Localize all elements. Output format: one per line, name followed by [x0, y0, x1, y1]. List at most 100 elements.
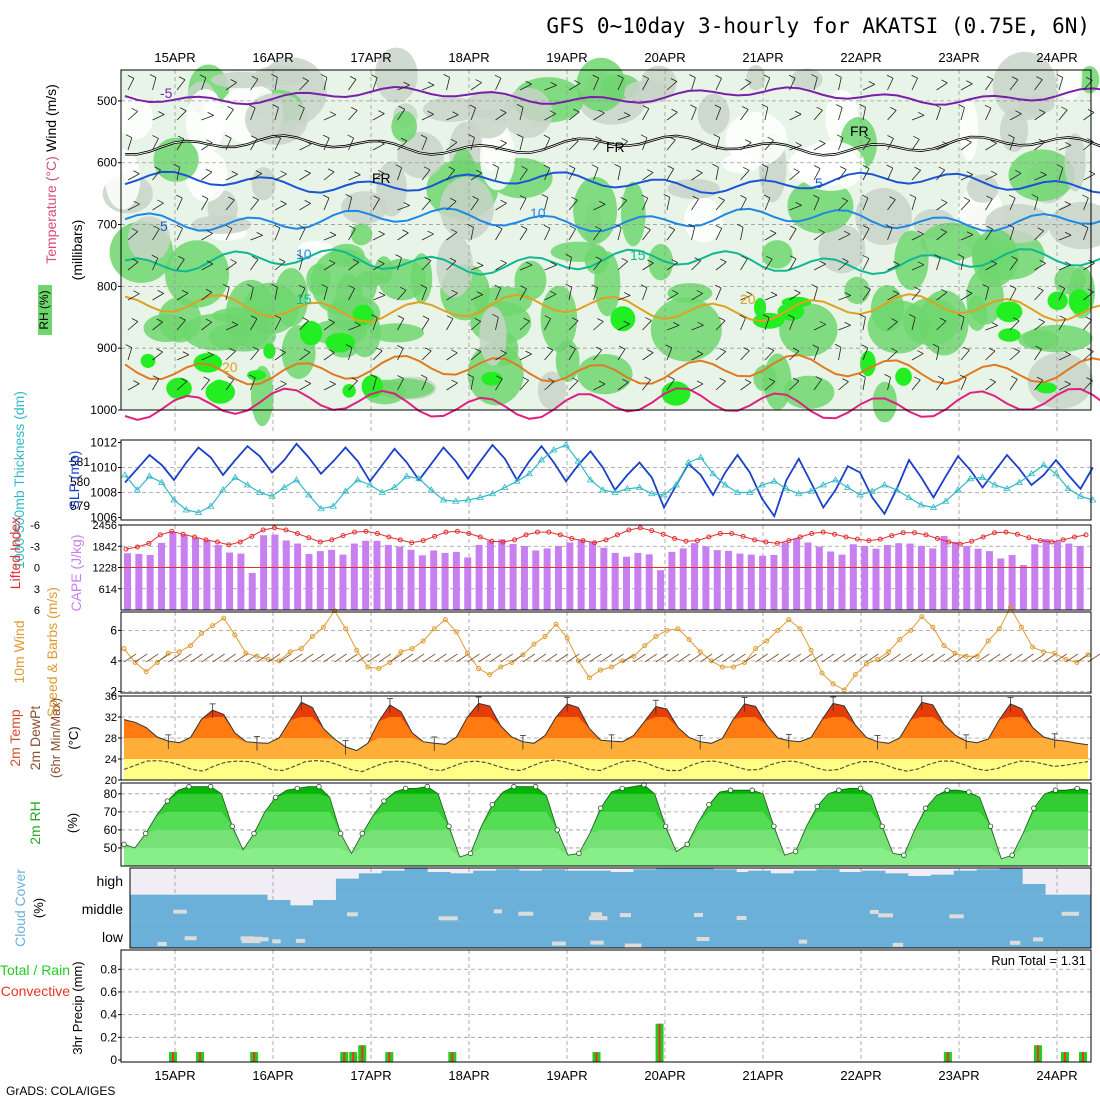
cloud-cover-bar: [747, 921, 760, 948]
pressure-tick-label: 500: [97, 94, 117, 108]
thickness-point: [770, 477, 778, 484]
wind-barb: [201, 291, 213, 301]
cloud-cover-bar: [496, 894, 508, 922]
cape-bar: [520, 545, 528, 610]
cape-bar: [305, 553, 313, 610]
cloud-cover-bar: [587, 870, 600, 895]
wind-barb: [1034, 379, 1044, 391]
wind-barb: [1058, 77, 1064, 91]
wind-barb: [544, 197, 549, 211]
wind-barb-10m: [633, 653, 646, 663]
wind-barb-flag: [125, 344, 133, 348]
wind-barb: [544, 137, 551, 151]
cloud-cover-bar: [1056, 921, 1069, 948]
wind-barb: [740, 294, 753, 301]
wind-barb-flag: [862, 225, 870, 229]
wind-barb-flag: [205, 288, 213, 293]
wind-barb-flag: [271, 283, 278, 288]
wind-tick-label: 4: [110, 654, 117, 668]
wind-barb: [250, 377, 256, 391]
wind-barb-flag: [133, 290, 140, 295]
wind-barb-flag: [1059, 315, 1066, 320]
wind-barb: [715, 380, 726, 391]
wind-barb: [911, 289, 921, 301]
thickness-point: [942, 497, 950, 504]
wind-barb-flag: [469, 104, 476, 109]
wind-barb: [568, 168, 576, 181]
cloud-clear-patch: [157, 941, 167, 946]
cloud-cover-bar: [965, 894, 977, 922]
temp-tick-label: 20: [105, 775, 117, 787]
thickness-point: [660, 491, 668, 498]
wind-barb-flag: [790, 225, 797, 230]
cloud-cover-bar: [370, 894, 382, 922]
cloud-clear-patch: [1061, 911, 1079, 916]
lifted-index-point: [500, 539, 506, 545]
rh2m-point: [359, 830, 365, 837]
thickness-point: [831, 476, 840, 483]
wind-barb: [397, 232, 409, 241]
wind-barb-flag: [271, 73, 278, 78]
wind-barb: [1083, 173, 1096, 181]
wind-barb: [225, 324, 239, 331]
thickness-point: [403, 472, 411, 479]
rh-blob: [867, 300, 930, 354]
wind-barb-flag: [378, 140, 385, 145]
cloud-cover-bar: [942, 874, 955, 895]
rh2m-point: [597, 805, 604, 811]
wind-tick-label: 2: [110, 684, 117, 698]
wind-speed-point: [509, 659, 515, 665]
lifted-index-point: [809, 531, 815, 536]
date-label-top: 15APR: [154, 50, 195, 65]
cloud-cover-bar: [450, 873, 463, 895]
wind-barb: [764, 139, 774, 151]
thickness-line: [124, 444, 1093, 514]
wind-barb: [642, 379, 651, 391]
cape-tick-label: 1842: [93, 541, 117, 553]
wind-barb: [862, 317, 866, 331]
wind-barb-flag: [328, 349, 335, 353]
rh-blob: [479, 124, 516, 191]
rh-blob: [844, 276, 870, 305]
cloud-cover-bar: [793, 870, 806, 895]
cloud-cover-bar: [152, 921, 165, 948]
wind-barb: [348, 137, 355, 151]
wind-barb-flag: [909, 314, 916, 318]
wind-barb-flag: [940, 199, 948, 203]
wind-barb-flag: [373, 195, 380, 200]
lifted-index-point: [214, 539, 220, 545]
cloud-cover-bar: [210, 894, 222, 922]
wind-barb: [225, 287, 230, 301]
wind-speed-point: [786, 617, 792, 623]
wind-barb-flag: [450, 138, 458, 143]
cape-bar: [917, 545, 925, 610]
lifted-index-point: [580, 538, 586, 544]
wind-barb: [127, 261, 139, 271]
precip-total-label: Total / Rain: [0, 962, 70, 978]
wind-barb: [250, 79, 259, 91]
date-label-bottom: 17APR: [350, 1068, 391, 1083]
rh2m-point: [121, 841, 127, 848]
wind-barb: [666, 379, 675, 391]
pressure-tick-label: 700: [97, 218, 117, 232]
wind-barb-flag: [550, 261, 557, 266]
wind-barb: [862, 139, 871, 151]
wind-barb: [152, 351, 163, 361]
wind-barb-10m: [888, 653, 901, 663]
wind-barb-flag: [523, 317, 530, 322]
wind-barb-10m: [1076, 653, 1090, 663]
wind-barb-flag: [1009, 285, 1017, 289]
wind-barb-flag: [1056, 74, 1063, 78]
wind-barb: [838, 169, 847, 181]
wind-barb-flag: [715, 224, 722, 229]
wind-barb-flag: [157, 290, 164, 294]
wind-speed-point: [154, 659, 160, 665]
rh-blob-high: [247, 370, 267, 381]
wind-barb-10m: [766, 653, 779, 663]
wind-speed-point: [121, 646, 127, 652]
wind-barb-flag: [741, 255, 748, 260]
thickness-point: [684, 458, 693, 465]
cloud-cover-bar: [804, 870, 817, 895]
cape-bar: [906, 543, 914, 610]
wind-barb: [617, 200, 627, 211]
